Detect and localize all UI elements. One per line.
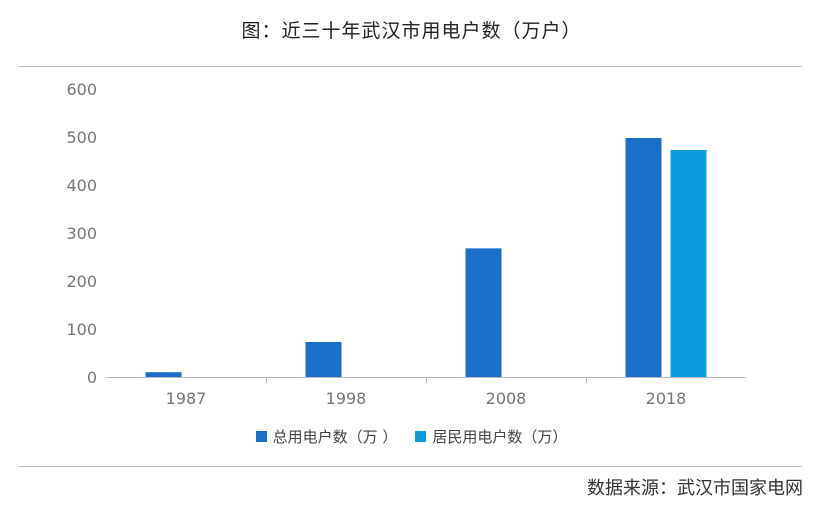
legend-swatch-resident bbox=[415, 431, 427, 442]
bar-total bbox=[465, 248, 502, 377]
y-tick-label: 200 bbox=[66, 272, 97, 291]
y-tick-label: 300 bbox=[66, 224, 97, 243]
x-tick-label: 1987 bbox=[166, 389, 207, 408]
source-note: 数据来源：武汉市国家电网 bbox=[587, 478, 803, 499]
bar-total bbox=[625, 137, 662, 377]
x-tick-label: 1998 bbox=[326, 389, 367, 408]
bar-total bbox=[305, 341, 342, 377]
legend-label-resident: 居民用电户数（万） bbox=[432, 428, 568, 446]
legend-item-resident: 居民用电户数（万） bbox=[415, 426, 567, 447]
legend-swatch-total bbox=[255, 431, 267, 442]
y-tick-label: 0 bbox=[87, 368, 97, 387]
bottom-divider bbox=[18, 466, 802, 467]
bar-chart: 0 100 200 300 400 500 600 1987 1998 2008 2018 bbox=[66, 80, 746, 408]
y-tick-label: 100 bbox=[66, 320, 97, 339]
legend-item-total: 总用电户数（万 ） bbox=[255, 426, 398, 447]
bar-total bbox=[145, 372, 182, 377]
bar-resident bbox=[670, 149, 707, 377]
top-divider bbox=[18, 66, 802, 67]
legend: 总用电户数（万 ） 居民用电户数（万） bbox=[0, 426, 823, 447]
legend-label-total: 总用电户数（万 ） bbox=[272, 428, 398, 446]
y-tick-label: 400 bbox=[66, 176, 97, 195]
y-tick-label: 600 bbox=[66, 80, 97, 99]
chart-title: 图：近三十年武汉市用电户数（万户） bbox=[241, 20, 582, 42]
y-tick-label: 500 bbox=[66, 128, 97, 147]
x-tick-label: 2008 bbox=[486, 389, 527, 408]
x-tick-label: 2018 bbox=[646, 389, 687, 408]
